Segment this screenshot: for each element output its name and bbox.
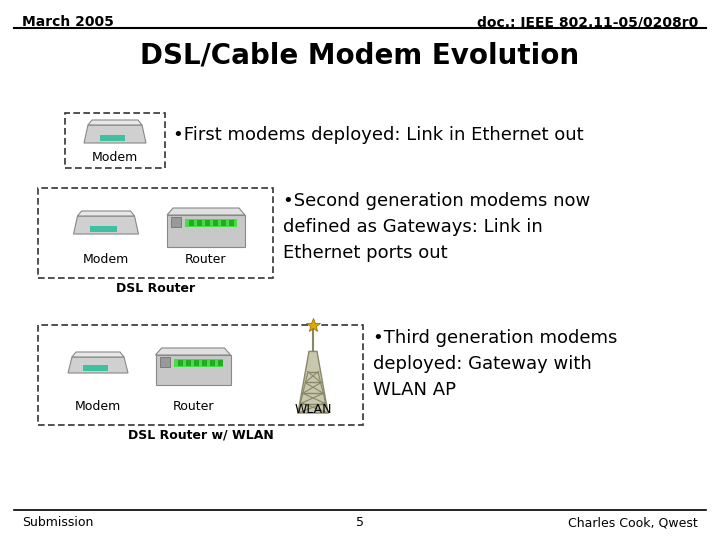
Polygon shape <box>156 348 230 355</box>
Text: Modem: Modem <box>92 151 138 164</box>
Bar <box>38 325 363 425</box>
Bar <box>171 217 181 227</box>
Text: Modem: Modem <box>75 400 121 413</box>
Text: Router: Router <box>172 400 214 413</box>
Polygon shape <box>78 211 135 216</box>
Polygon shape <box>99 135 125 141</box>
Bar <box>189 220 194 226</box>
Polygon shape <box>167 208 245 215</box>
Polygon shape <box>298 352 328 413</box>
Polygon shape <box>73 216 138 234</box>
Bar <box>186 360 191 366</box>
Bar <box>213 220 218 226</box>
Text: DSL Router w/ WLAN: DSL Router w/ WLAN <box>127 429 274 442</box>
Bar <box>217 360 222 366</box>
Polygon shape <box>156 355 230 385</box>
Bar <box>210 360 215 366</box>
Text: Submission: Submission <box>22 516 94 529</box>
Bar <box>202 360 207 366</box>
Bar <box>194 360 199 366</box>
Bar <box>221 220 226 226</box>
Text: Charles Cook, Qwest: Charles Cook, Qwest <box>568 516 698 529</box>
Text: •Third generation modems
deployed: Gateway with
WLAN AP: •Third generation modems deployed: Gatew… <box>373 329 617 400</box>
Polygon shape <box>167 215 245 247</box>
Polygon shape <box>90 226 117 232</box>
Text: DSL/Cable Modem Evolution: DSL/Cable Modem Evolution <box>140 42 580 70</box>
Text: 5: 5 <box>356 516 364 529</box>
Bar <box>185 219 237 227</box>
Bar <box>178 360 182 366</box>
Bar <box>65 113 165 168</box>
Bar <box>174 359 222 367</box>
Text: DSL Router: DSL Router <box>116 282 195 295</box>
Polygon shape <box>88 120 142 125</box>
Text: •First modems deployed: Link in Ethernet out: •First modems deployed: Link in Ethernet… <box>173 126 584 144</box>
Text: doc.: IEEE 802.11-05/0208r0: doc.: IEEE 802.11-05/0208r0 <box>477 15 698 29</box>
Polygon shape <box>72 352 124 357</box>
Bar <box>160 357 169 367</box>
Text: Router: Router <box>185 253 227 266</box>
Bar <box>38 188 273 278</box>
Polygon shape <box>68 357 128 373</box>
Text: WLAN: WLAN <box>294 403 332 416</box>
Bar <box>197 220 202 226</box>
Text: Modem: Modem <box>83 253 129 266</box>
Bar <box>229 220 234 226</box>
Text: March 2005: March 2005 <box>22 15 114 29</box>
Text: •Second generation modems now
defined as Gateways: Link in
Ethernet ports out: •Second generation modems now defined as… <box>283 192 590 262</box>
Bar <box>205 220 210 226</box>
Polygon shape <box>84 125 146 143</box>
Polygon shape <box>83 365 108 371</box>
